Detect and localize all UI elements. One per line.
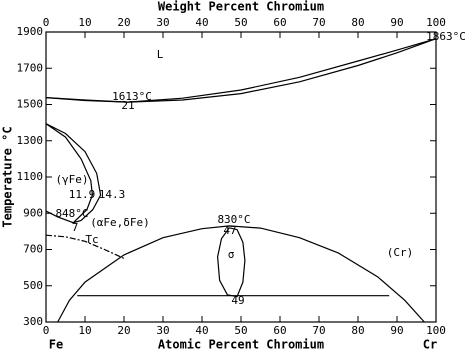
y-tick-label: 1900 — [17, 25, 44, 38]
phase-boundary — [216, 227, 246, 298]
annotation: 7 — [72, 221, 79, 234]
annotation: Tc — [85, 233, 98, 246]
y-tick-label: 500 — [23, 279, 43, 292]
phase-boundary — [45, 38, 437, 103]
end-label: Fe — [49, 338, 63, 350]
annotation: 830°C — [217, 213, 250, 226]
x2-tick-label: 30 — [156, 16, 169, 29]
annotation: 21 — [121, 99, 134, 112]
annotation: 1613°C — [112, 90, 152, 103]
phase-boundary — [45, 38, 437, 103]
annotation: 848°C — [55, 207, 88, 220]
x2-tick-label: 90 — [390, 16, 403, 29]
x2-tick-label: 100 — [426, 16, 446, 29]
x-tick-label: 0 — [43, 324, 50, 337]
x2-tick-label: 0 — [43, 16, 50, 29]
annotation: L — [157, 48, 164, 61]
y-tick-label: 1100 — [17, 170, 44, 183]
x2-tick-label: 10 — [78, 16, 91, 29]
x-tick-label: 20 — [117, 324, 130, 337]
y-tick-label: 1300 — [17, 134, 44, 147]
y-tick-label: 300 — [23, 315, 43, 328]
annotation: (γFe) — [55, 173, 88, 186]
x2-tick-label: 50 — [234, 16, 247, 29]
y-tick-label: 1500 — [17, 98, 44, 111]
x-tick-label: 40 — [195, 324, 208, 337]
phase-boundary — [45, 123, 102, 224]
annotation: 1863°C — [426, 30, 466, 43]
x-tick-label: 60 — [273, 324, 286, 337]
phase-boundary — [45, 123, 94, 224]
y-axis-label: Temperature °C — [1, 126, 15, 227]
x-tick-label: 30 — [156, 324, 169, 337]
x-tick-label: 50 — [234, 324, 247, 337]
y-tick-label: 700 — [23, 243, 43, 256]
y-tick-label: 1700 — [17, 61, 44, 74]
end-label: Cr — [423, 338, 437, 350]
top-axis-label: Weight Percent Chromium — [158, 0, 324, 14]
plot-frame — [45, 31, 437, 323]
annotation: (αFe,δFe) — [90, 216, 150, 229]
x-tick-label: 10 — [78, 324, 91, 337]
x-tick-label: 90 — [390, 324, 403, 337]
x2-tick-label: 70 — [312, 16, 325, 29]
x2-tick-label: 80 — [351, 16, 364, 29]
annotation: σ — [228, 248, 235, 261]
x2-tick-label: 40 — [195, 16, 208, 29]
annotation: (Cr) — [387, 246, 414, 259]
bottom-axis-label: Atomic Percent Chromium — [158, 338, 324, 350]
x-tick-label: 100 — [426, 324, 446, 337]
x-tick-label: 80 — [351, 324, 364, 337]
x-tick-label: 70 — [312, 324, 325, 337]
phase-boundary — [57, 225, 425, 323]
x2-tick-label: 20 — [117, 16, 130, 29]
phase-boundary — [45, 234, 125, 259]
y-tick-label: 900 — [23, 206, 43, 219]
x2-tick-label: 60 — [273, 16, 286, 29]
annotation: 11.9 — [69, 188, 96, 201]
annotation: 47 — [223, 224, 236, 237]
annotation: 49 — [231, 294, 244, 307]
annotation: 14.3 — [99, 188, 126, 201]
